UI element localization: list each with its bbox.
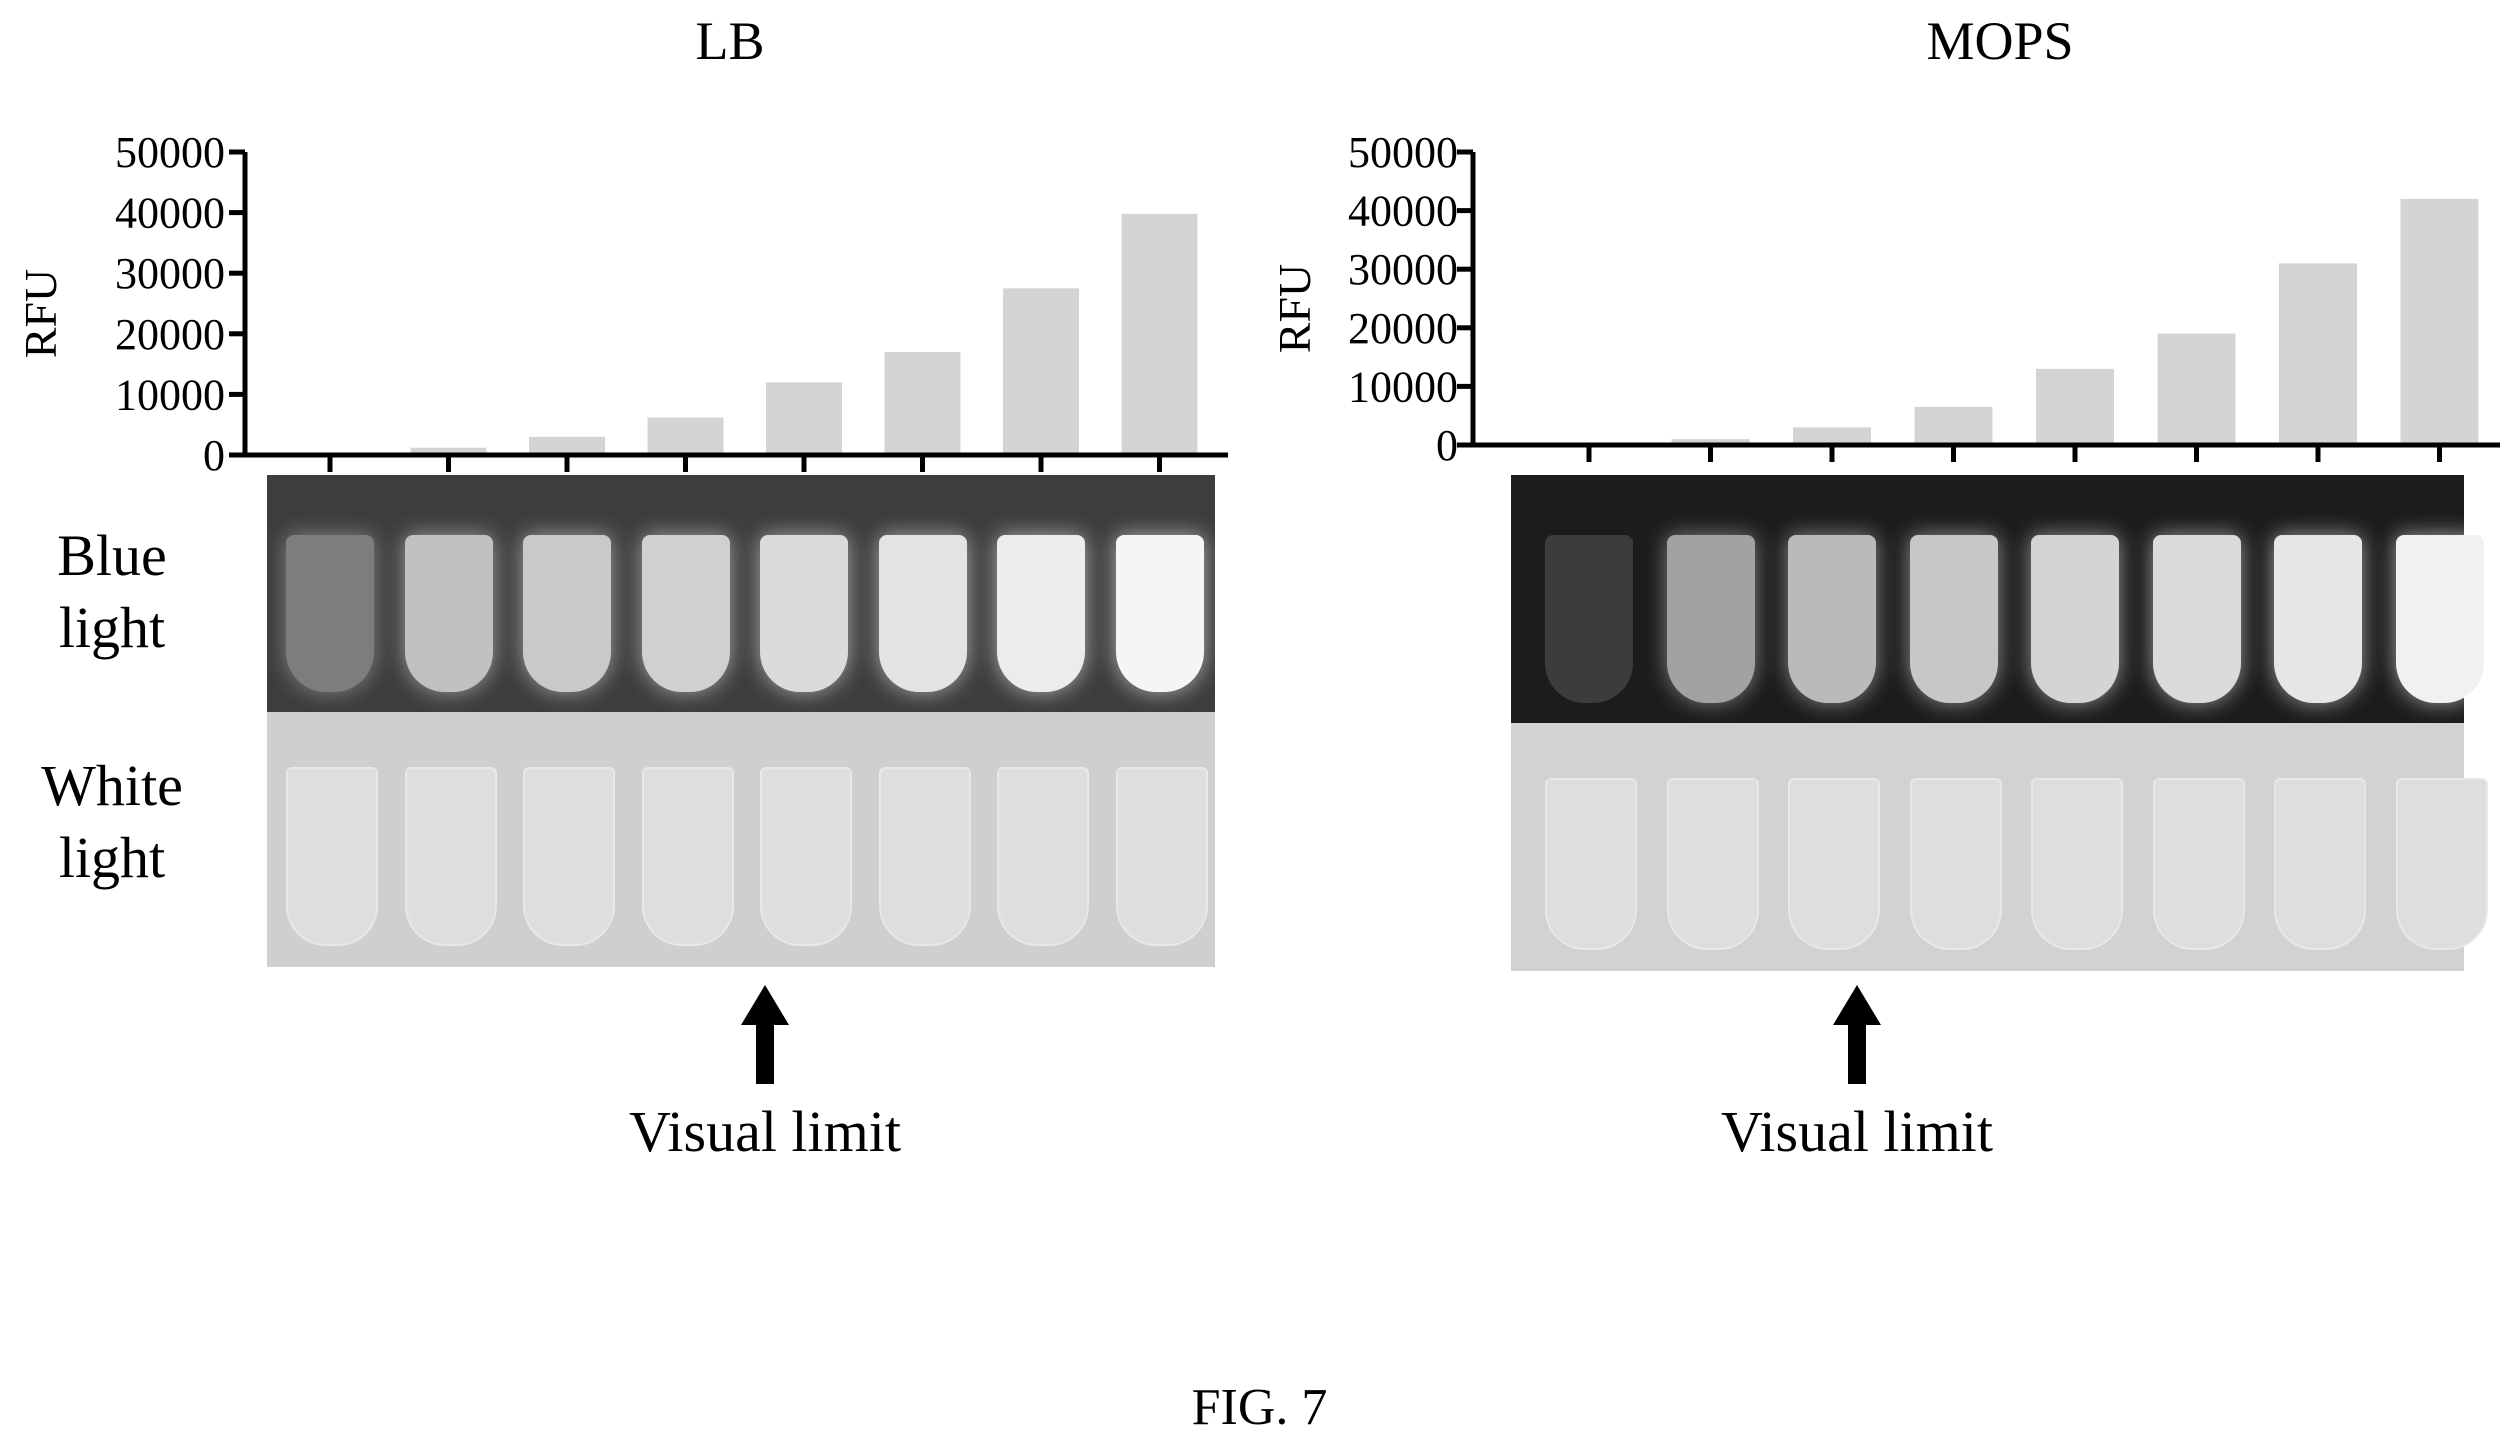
y-tick-label: 0	[203, 431, 225, 480]
tube-white-light	[760, 767, 852, 946]
tube-blue-light	[1545, 535, 1633, 703]
tube-blue-light	[404, 535, 493, 692]
tube-white-light	[1545, 778, 1637, 950]
panel-title: LB	[695, 11, 765, 71]
y-tick-label: 10000	[1348, 362, 1458, 411]
blue-light-label: Blue light	[57, 523, 167, 660]
tube-white-light	[641, 767, 734, 946]
y-axis-label: RFU	[15, 269, 66, 358]
bar	[410, 447, 487, 455]
tube-blue-light	[2031, 535, 2119, 703]
arrow-shaft	[1848, 1022, 1866, 1084]
y-tick-label: 40000	[1348, 187, 1458, 236]
bar	[647, 417, 724, 455]
tube-white-light	[2274, 778, 2366, 950]
bar	[1914, 406, 1993, 445]
tube-white-light	[1909, 778, 2002, 950]
figure-caption: FIG. 7	[1191, 1379, 1328, 1436]
tube-blue-light	[2152, 535, 2241, 703]
tube-photo	[267, 475, 1215, 967]
bar	[529, 436, 605, 455]
tube-white-light	[2152, 778, 2245, 950]
bar	[1003, 288, 1079, 455]
tube-white-light	[997, 767, 1089, 946]
bar	[766, 382, 842, 455]
bar	[2157, 333, 2236, 445]
visual-limit-label: Visual limit	[628, 1099, 902, 1164]
bar	[1121, 213, 1198, 455]
tube-white-light	[404, 767, 497, 946]
y-tick-label: 50000	[1348, 128, 1458, 177]
visual-limit-label: Visual limit	[1720, 1099, 1994, 1164]
bar	[2279, 263, 2357, 445]
tube-white-light	[1115, 767, 1208, 946]
bar	[1671, 439, 1750, 445]
y-tick-label: 30000	[1348, 245, 1458, 294]
bar	[2400, 198, 2479, 445]
tube-blue-light	[286, 535, 374, 692]
tube-white-light	[2031, 778, 2123, 950]
bar-chart: 50000 40000 30000 20000 10000 0 RFU	[1269, 128, 2500, 470]
y-tick-label: 20000	[1348, 304, 1458, 353]
tube-blue-light	[1788, 535, 1876, 703]
bar-chart: 50000 40000 30000 20000 10000 0 RFU	[15, 128, 1228, 480]
tube-blue-light	[878, 535, 967, 692]
tube-white-light	[286, 767, 378, 946]
y-tick-label: 40000	[115, 189, 225, 238]
arrow-up-icon	[741, 985, 789, 1025]
arrow-up-icon	[1833, 985, 1881, 1025]
tube-blue-light	[523, 535, 611, 692]
tube-white-light	[1788, 778, 1880, 950]
y-tick-label: 10000	[115, 370, 225, 419]
tube-blue-light	[1115, 535, 1204, 692]
tube-photo	[1511, 475, 2488, 971]
panel-mops: MOPS 50000 40000 30000 20000 10000 0 RFU Visua…	[1259, 0, 2518, 1446]
y-tick-label: 50000	[115, 128, 225, 177]
tube-blue-light	[2395, 535, 2484, 703]
white-light-label: White light	[41, 753, 183, 890]
y-tick-label: 30000	[115, 249, 225, 298]
tube-blue-light	[1909, 535, 1998, 703]
y-axis-label: RFU	[1269, 264, 1320, 353]
tube-white-light	[878, 767, 971, 946]
tube-blue-light	[997, 535, 1085, 692]
tube-blue-light	[641, 535, 730, 692]
tube-white-light	[1666, 778, 1759, 950]
arrow-shaft	[756, 1022, 774, 1084]
panel-lb: LB 50000 40000 30000 20000 10000 0 RFU Blue li…	[0, 0, 1259, 1446]
y-tick-label: 20000	[115, 310, 225, 359]
panel-title: MOPS	[1926, 11, 2074, 71]
tube-white-light	[2395, 778, 2488, 950]
bar	[884, 351, 961, 455]
tube-blue-light	[760, 535, 848, 692]
bar	[2036, 368, 2114, 445]
y-tick-label: 0	[1436, 421, 1458, 470]
bar	[1793, 427, 1871, 445]
tube-white-light	[523, 767, 615, 946]
tube-blue-light	[2274, 535, 2362, 703]
tube-blue-light	[1666, 535, 1755, 703]
